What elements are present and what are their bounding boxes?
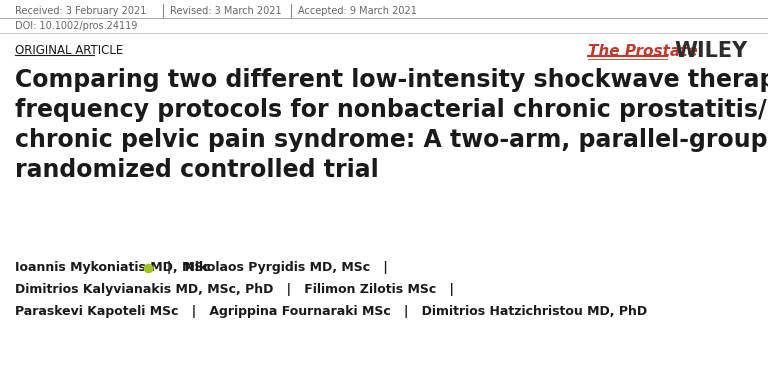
Text: |   Nikolaos Pyrgidis MD, MSc   |: | Nikolaos Pyrgidis MD, MSc | xyxy=(158,262,388,274)
Text: DOI: 10.1002/pros.24119: DOI: 10.1002/pros.24119 xyxy=(15,21,137,31)
Text: Dimitrios Kalyvianakis MD, MSc, PhD   |   Filimon Zilotis MSc   |: Dimitrios Kalyvianakis MD, MSc, PhD | Fi… xyxy=(15,284,454,296)
Text: The Prostate: The Prostate xyxy=(588,43,698,59)
Text: Received: 3 February 2021: Received: 3 February 2021 xyxy=(15,6,147,16)
Text: randomized controlled trial: randomized controlled trial xyxy=(15,158,379,182)
Text: chronic pelvic pain syndrome: A two-arm, parallel-group: chronic pelvic pain syndrome: A two-arm,… xyxy=(15,128,768,152)
Text: Paraskevi Kapoteli MSc   |   Agrippina Fournaraki MSc   |   Dimitrios Hatzichris: Paraskevi Kapoteli MSc | Agrippina Fourn… xyxy=(15,305,647,319)
Text: Comparing two different low-intensity shockwave therapy: Comparing two different low-intensity sh… xyxy=(15,68,768,92)
Text: frequency protocols for nonbacterial chronic prostatitis/: frequency protocols for nonbacterial chr… xyxy=(15,98,766,122)
Text: WILEY: WILEY xyxy=(674,41,747,61)
Text: Revised: 3 March 2021: Revised: 3 March 2021 xyxy=(170,6,282,16)
Text: Ioannis Mykoniatis MD, MSc: Ioannis Mykoniatis MD, MSc xyxy=(15,262,210,274)
Text: Accepted: 9 March 2021: Accepted: 9 March 2021 xyxy=(298,6,417,16)
Text: ORIGINAL ARTICLE: ORIGINAL ARTICLE xyxy=(15,43,123,56)
